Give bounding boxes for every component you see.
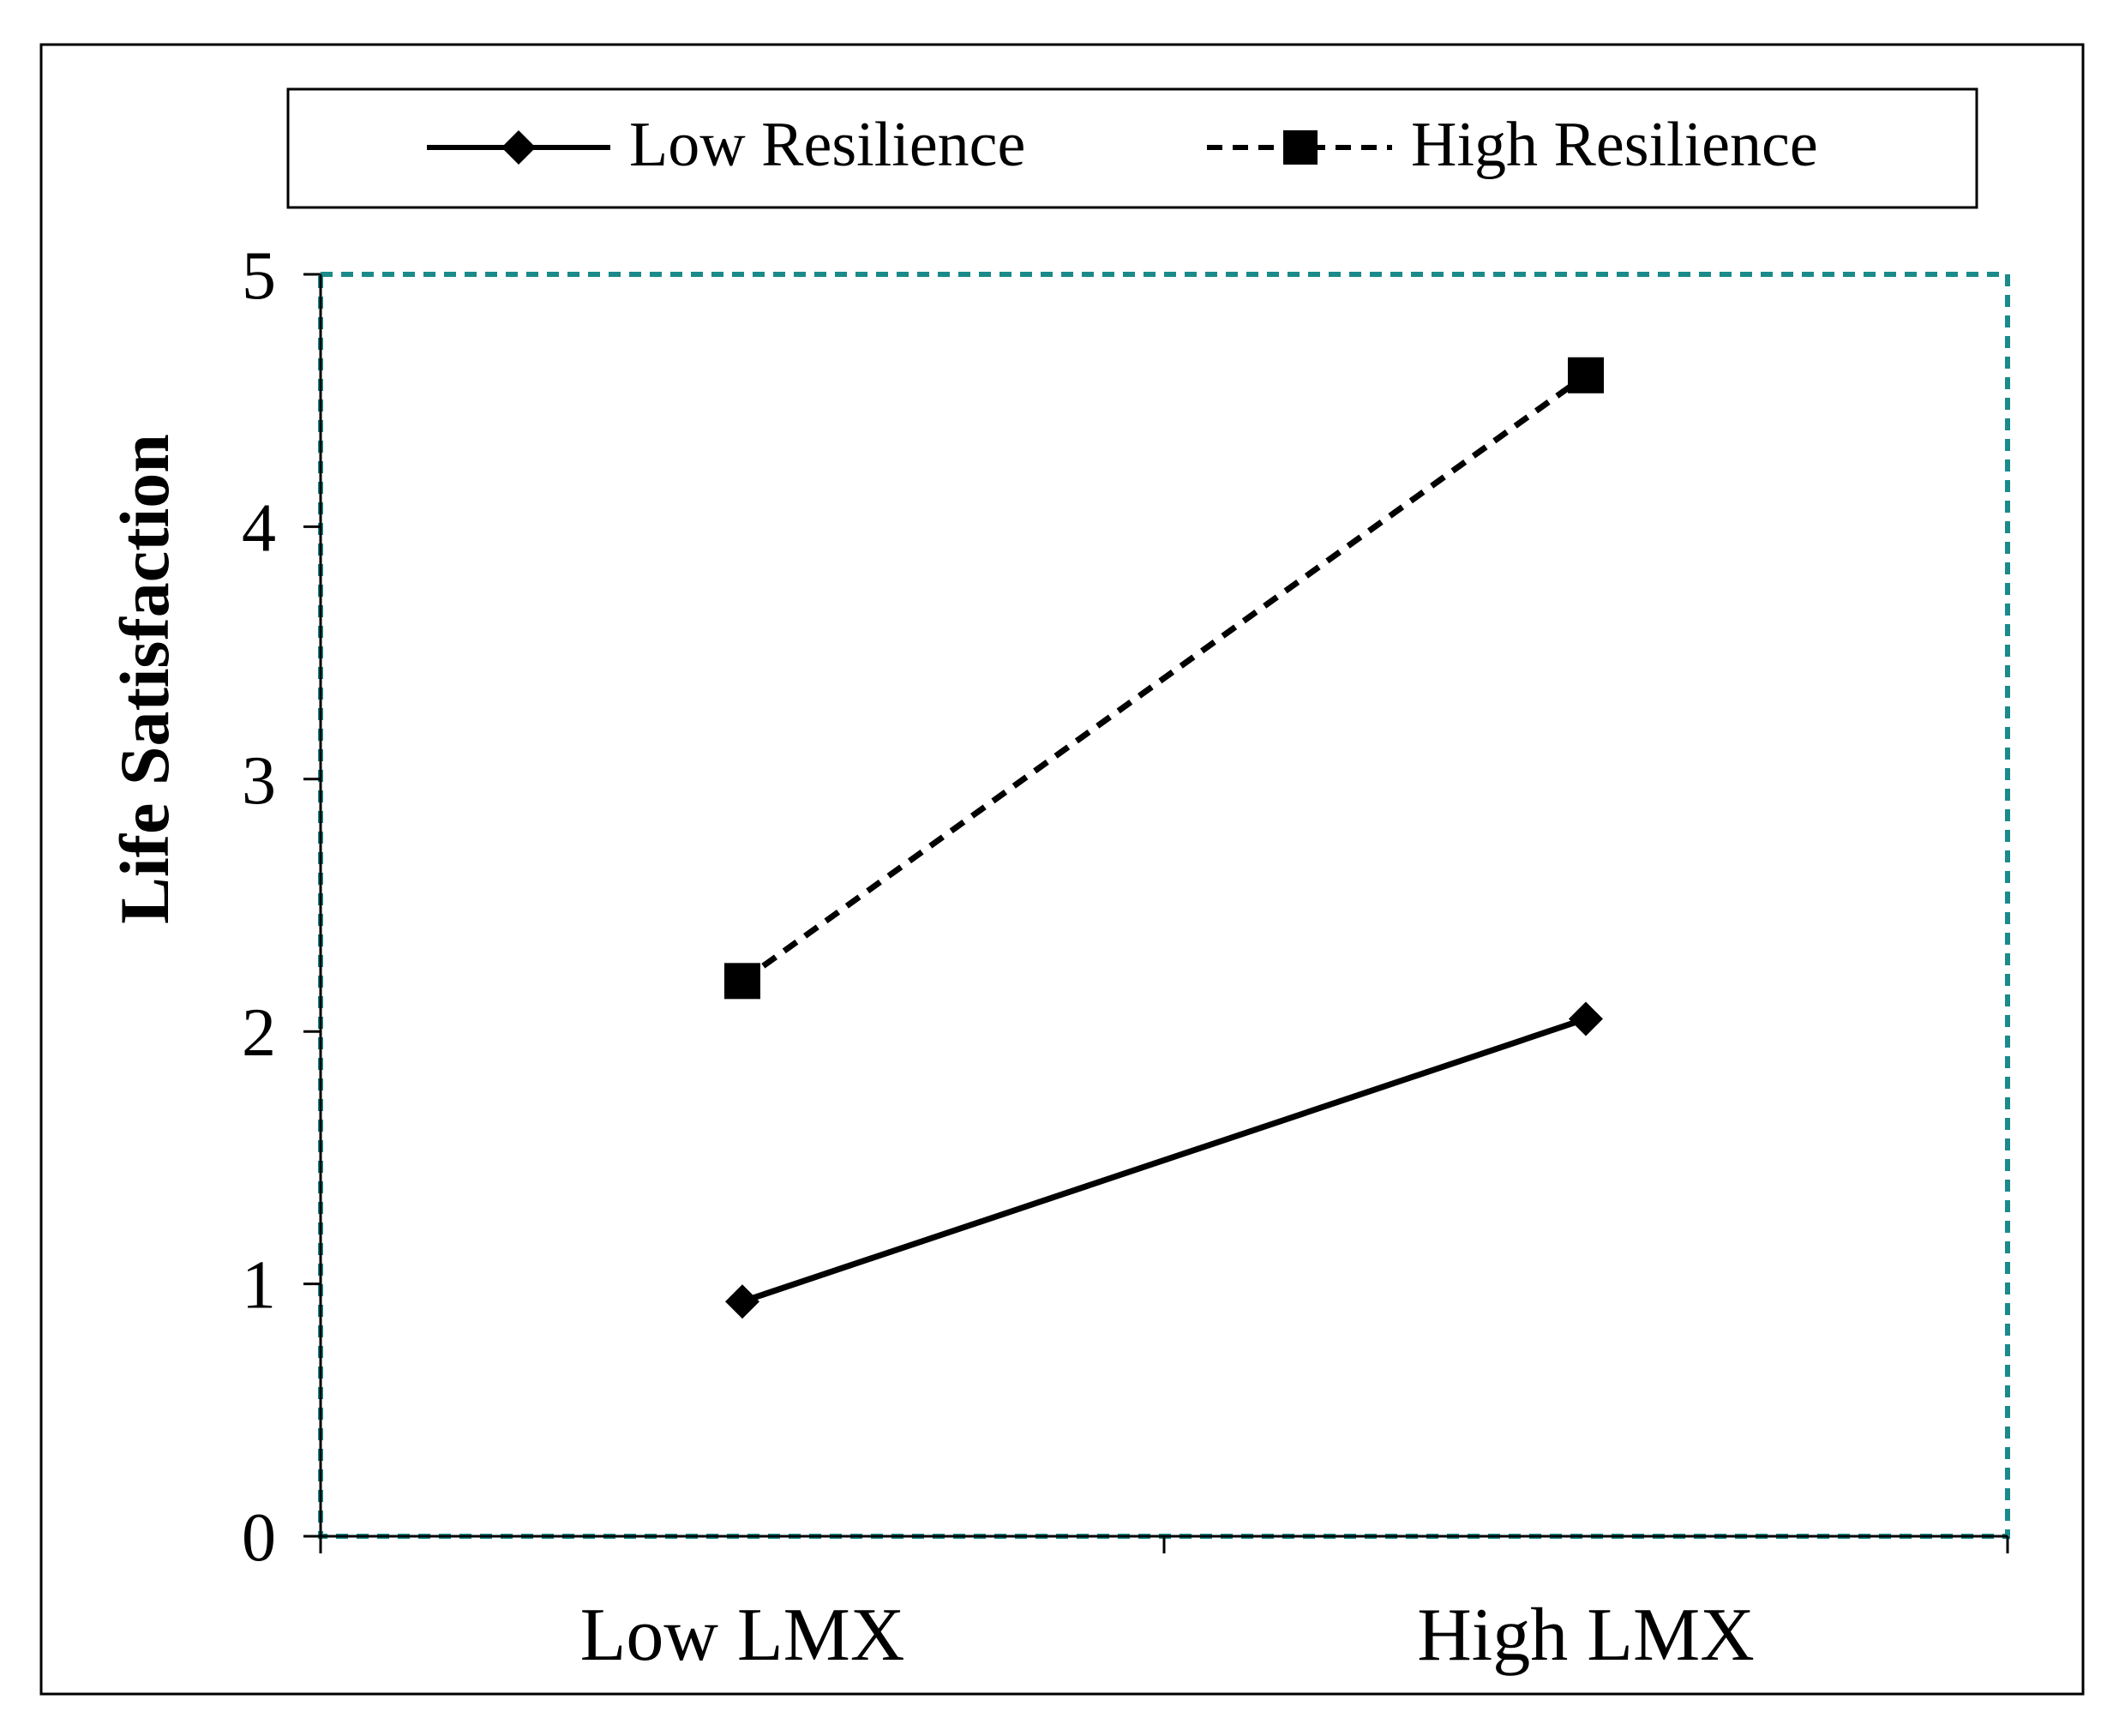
x-category-label-low-lmx: Low LMX [580, 1594, 905, 1677]
x-category-label-high-lmx: High LMX [1417, 1594, 1755, 1677]
y-tick-label: 2 [242, 995, 276, 1071]
y-axis-title: Life Satisfaction [105, 434, 183, 924]
legend-diamond-marker-icon [501, 130, 536, 165]
legend-entry-low-resilience: Low Resilience [427, 110, 1025, 180]
data-point-low-resilience-low-lmx [725, 1284, 759, 1319]
series-high-resilience [724, 357, 1604, 1000]
data-point-high-resilience-high-lmx [1568, 357, 1604, 393]
y-tick-label: 5 [242, 238, 276, 314]
legend-label-high-resilience: High Resilience [1411, 110, 1818, 180]
legend-label-low-resilience: Low Resilience [629, 110, 1025, 180]
y-tick-label: 3 [242, 743, 276, 819]
y-tick-label: 0 [242, 1500, 276, 1576]
series-line-high-resilience [740, 372, 1588, 984]
legend-square-marker-icon [1283, 130, 1318, 165]
series-low-resilience [725, 1001, 1603, 1319]
data-point-low-resilience-high-lmx [1569, 1001, 1603, 1036]
data-point-high-resilience-low-lmx [724, 963, 760, 1000]
y-axis-ticks: 0 1 2 3 4 5 [242, 238, 321, 1576]
y-tick-label: 1 [242, 1248, 276, 1324]
chart-frame [39, 43, 2085, 1696]
legend-entry-high-resilience: High Resilience [1207, 110, 1818, 180]
y-tick-label: 4 [242, 490, 276, 566]
series-line-low-resilience [741, 1016, 1588, 1305]
